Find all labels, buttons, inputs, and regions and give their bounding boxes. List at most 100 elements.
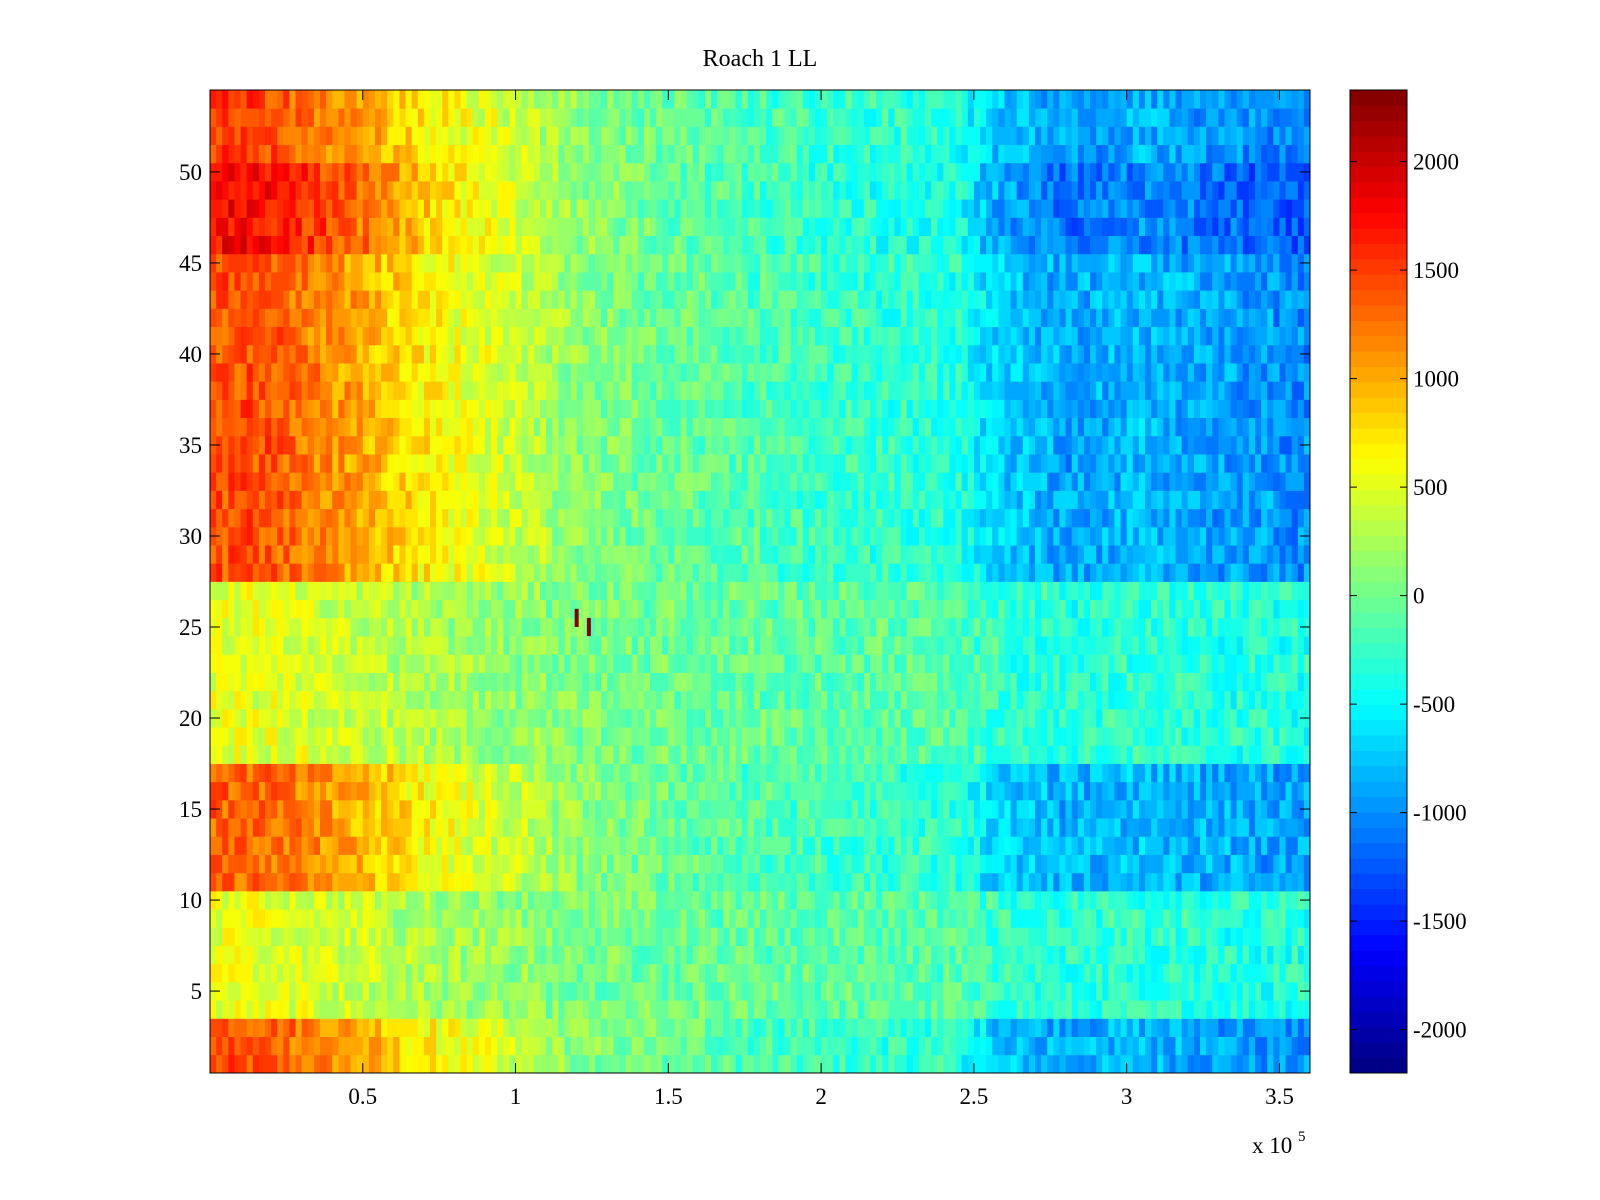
- heatmap-cell: [1181, 636, 1189, 655]
- heatmap-cell: [717, 872, 724, 892]
- heatmap-cell: [717, 708, 724, 728]
- heatmap-cell: [772, 799, 779, 819]
- heatmap-cell: [405, 1000, 413, 1019]
- heatmap-cell: [973, 963, 981, 983]
- heatmap-cell: [1028, 963, 1036, 983]
- heatmap-cell: [350, 1054, 358, 1074]
- heatmap-cell: [1059, 763, 1066, 783]
- heatmap-cell: [570, 799, 578, 819]
- heatmap-cell: [1193, 781, 1201, 801]
- heatmap-cell: [448, 636, 455, 655]
- heatmap-cell: [1065, 708, 1073, 728]
- heatmap-cell: [613, 763, 620, 783]
- heatmap-cell: [301, 781, 309, 801]
- heatmap-cell: [326, 872, 333, 892]
- heatmap-cell: [1132, 727, 1140, 746]
- heatmap-cell: [808, 745, 816, 764]
- heatmap-cell: [265, 708, 272, 728]
- heatmap-cell: [827, 763, 834, 783]
- heatmap-cell: [521, 981, 529, 1001]
- heatmap-cell: [857, 781, 865, 801]
- heatmap-cell: [1010, 763, 1018, 783]
- heatmap-cell: [252, 872, 260, 892]
- heatmap-cell: [1041, 981, 1048, 1001]
- heatmap-cell: [338, 727, 345, 746]
- heatmap-cell: [1303, 1036, 1311, 1056]
- heatmap-cell: [839, 763, 846, 783]
- heatmap-cell: [876, 763, 883, 783]
- heatmap-cell: [399, 854, 406, 874]
- heatmap-cell: [1230, 981, 1238, 1001]
- heatmap-cell: [1059, 617, 1066, 637]
- heatmap-cell: [601, 1018, 608, 1037]
- heatmap-cell: [283, 636, 290, 655]
- heatmap-cell: [430, 563, 437, 582]
- heatmap-cell: [839, 836, 846, 855]
- heatmap-cell: [1114, 745, 1121, 764]
- heatmap-cell: [448, 818, 455, 837]
- heatmap-cell: [338, 927, 345, 946]
- heatmap-cell: [686, 636, 694, 655]
- heatmap-cell: [393, 636, 400, 655]
- heatmap-cell: [925, 581, 932, 601]
- heatmap-cell: [711, 1000, 718, 1019]
- heatmap-cell: [1145, 927, 1152, 946]
- heatmap-cell: [362, 781, 370, 801]
- heatmap-cell: [656, 563, 663, 582]
- heatmap-cell: [637, 563, 645, 582]
- heatmap-cell: [1022, 1018, 1030, 1037]
- heatmap-cell: [222, 599, 229, 619]
- heatmap-cell: [857, 872, 865, 892]
- heatmap-cell: [509, 981, 516, 1001]
- heatmap-cell: [222, 1036, 229, 1056]
- heatmap-cell: [698, 799, 706, 819]
- heatmap-cell: [228, 890, 235, 910]
- heatmap-cell: [271, 909, 278, 928]
- heatmap-cell: [295, 763, 303, 783]
- heatmap-cell: [265, 981, 272, 1001]
- heatmap-cell: [356, 1036, 364, 1056]
- heatmap-cell: [747, 927, 755, 946]
- heatmap-cell: [405, 690, 413, 710]
- heatmap-cell: [1224, 945, 1231, 965]
- heatmap-cell: [1126, 945, 1134, 965]
- heatmap-cell: [656, 890, 663, 910]
- heatmap-cell: [271, 617, 278, 637]
- heatmap-cell: [1157, 1054, 1164, 1074]
- heatmap-cell: [485, 872, 492, 892]
- heatmap-cell: [753, 945, 761, 965]
- heatmap-cell: [925, 854, 932, 874]
- heatmap-cell: [1248, 599, 1256, 619]
- heatmap-cell: [637, 1036, 645, 1056]
- heatmap-cell: [808, 617, 816, 637]
- heatmap-cell: [1053, 763, 1060, 783]
- heatmap-cell: [301, 818, 309, 837]
- heatmap-cell: [912, 599, 920, 619]
- heatmap-cell: [588, 636, 596, 655]
- heatmap-cell: [509, 799, 516, 819]
- heatmap-cell: [1016, 890, 1024, 910]
- heatmap-cell: [228, 927, 235, 946]
- heatmap-cell: [478, 636, 486, 655]
- heatmap-cell: [472, 781, 480, 801]
- heatmap-cell: [918, 563, 926, 582]
- heatmap-cell: [790, 599, 798, 619]
- heatmap-cell: [839, 581, 846, 601]
- heatmap-cell: [851, 781, 859, 801]
- heatmap-cell: [216, 854, 223, 874]
- heatmap-cell: [246, 1018, 254, 1037]
- heatmap-cell: [350, 1000, 358, 1019]
- heatmap-cell: [986, 581, 993, 601]
- heatmap-cell: [729, 763, 736, 783]
- heatmap-cell: [228, 1036, 235, 1056]
- heatmap-cell: [320, 909, 327, 928]
- heatmap-cell: [967, 690, 975, 710]
- heatmap-cell: [1102, 1018, 1109, 1037]
- heatmap-cell: [558, 963, 565, 983]
- heatmap-cell: [1035, 872, 1042, 892]
- heatmap-cell: [1004, 836, 1011, 855]
- heatmap-cell: [1248, 1000, 1256, 1019]
- heatmap-cell: [222, 818, 229, 837]
- heatmap-cell: [381, 818, 388, 837]
- heatmap-cell: [320, 836, 327, 855]
